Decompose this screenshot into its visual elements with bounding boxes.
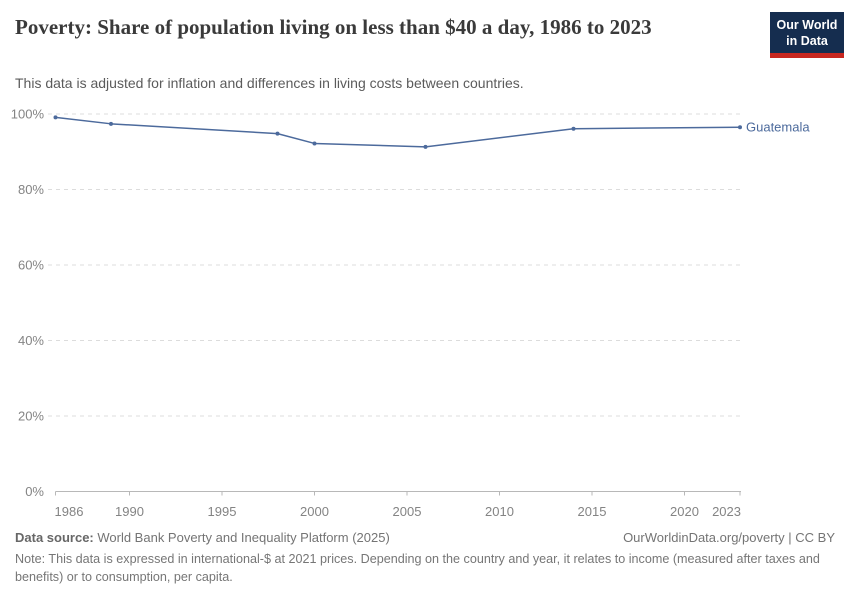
chart-subtitle: This data is adjusted for inflation and … <box>15 75 524 91</box>
owid-logo-line1: Our World <box>776 18 838 32</box>
y-tick-label: 0% <box>25 484 44 499</box>
owid-logo-redbar <box>770 53 844 58</box>
x-tick-label: 1986 <box>55 504 84 519</box>
owid-logo[interactable]: Our World in Data <box>770 12 844 58</box>
footer-note-label: Note: <box>15 552 46 566</box>
chart-footer: Data source: World Bank Poverty and Ineq… <box>15 530 835 545</box>
data-source: Data source: World Bank Poverty and Ineq… <box>15 530 390 545</box>
data-point-marker[interactable] <box>423 144 428 149</box>
x-tick-label: 2020 <box>670 504 699 519</box>
page-title: Poverty: Share of population living on l… <box>15 15 652 39</box>
owid-logo-line2: in Data <box>786 34 828 48</box>
y-tick-label: 80% <box>18 182 44 197</box>
footer-note-text: This data is expressed in international-… <box>15 552 820 585</box>
x-tick-label: 2000 <box>300 504 329 519</box>
data-point-marker[interactable] <box>571 126 576 131</box>
x-tick-label: 2023 <box>712 504 741 519</box>
footer-note: Note: This data is expressed in internat… <box>15 550 829 587</box>
data-point-marker[interactable] <box>53 115 58 120</box>
y-tick-label: 100% <box>11 107 45 122</box>
x-tick-label: 2010 <box>485 504 514 519</box>
data-point-marker[interactable] <box>312 141 317 146</box>
x-tick-label: 2005 <box>393 504 422 519</box>
credit-link[interactable]: OurWorldinData.org/poverty | CC BY <box>623 530 835 545</box>
data-point-marker[interactable] <box>109 121 113 126</box>
owid-logo-text: Our World in Data <box>770 12 844 53</box>
data-point-marker[interactable] <box>275 131 280 136</box>
y-tick-label: 20% <box>18 409 44 424</box>
data-point-marker[interactable] <box>738 125 742 130</box>
y-tick-label: 40% <box>18 333 44 348</box>
x-tick-label: 2015 <box>578 504 607 519</box>
data-source-text: World Bank Poverty and Inequality Platfo… <box>93 530 390 545</box>
x-tick-label: 1990 <box>115 504 144 519</box>
data-source-label: Data source: <box>15 530 94 545</box>
series-line[interactable] <box>54 116 741 148</box>
y-tick-label: 60% <box>18 258 44 273</box>
x-tick-label: 1995 <box>208 504 237 519</box>
line-chart-canvas: 0% 20% 40% 60% 80% 100% 1986 1990 1995 2000 2005 20… <box>11 107 811 520</box>
entity-label[interactable]: Guatemala <box>746 120 810 135</box>
